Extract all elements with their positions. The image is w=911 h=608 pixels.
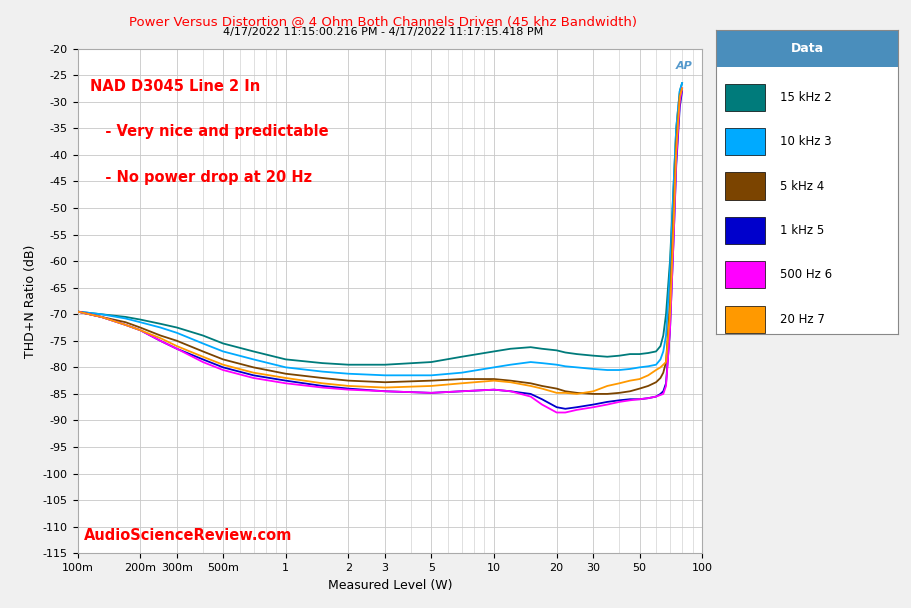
FancyBboxPatch shape [724,128,764,156]
FancyBboxPatch shape [715,30,897,67]
Text: 4/17/2022 11:15:00.216 PM - 4/17/2022 11:17:15.418 PM: 4/17/2022 11:15:00.216 PM - 4/17/2022 11… [222,27,543,37]
Text: AudioScienceReview.com: AudioScienceReview.com [84,528,292,543]
Y-axis label: THD+N Ratio (dB): THD+N Ratio (dB) [25,244,37,358]
FancyBboxPatch shape [724,84,764,111]
FancyBboxPatch shape [724,305,764,333]
Text: NAD D3045 Line 2 In: NAD D3045 Line 2 In [90,79,260,94]
Text: 15 kHz 2: 15 kHz 2 [779,91,831,104]
Text: AP: AP [675,61,692,71]
Text: - No power drop at 20 Hz: - No power drop at 20 Hz [90,170,312,185]
Text: Data: Data [790,42,823,55]
X-axis label: Measured Level (W): Measured Level (W) [327,579,452,592]
Text: 10 kHz 3: 10 kHz 3 [779,135,831,148]
Text: - Very nice and predictable: - Very nice and predictable [90,125,328,139]
FancyBboxPatch shape [724,261,764,289]
FancyBboxPatch shape [724,173,764,199]
Text: 1 kHz 5: 1 kHz 5 [779,224,824,237]
Text: 500 Hz 6: 500 Hz 6 [779,268,831,282]
Text: 20 Hz 7: 20 Hz 7 [779,313,824,326]
Text: Power Versus Distortion @ 4 Ohm Both Channels Driven (45 khz Bandwidth): Power Versus Distortion @ 4 Ohm Both Cha… [128,15,637,28]
Text: 5 kHz 4: 5 kHz 4 [779,179,824,193]
FancyBboxPatch shape [724,216,764,244]
